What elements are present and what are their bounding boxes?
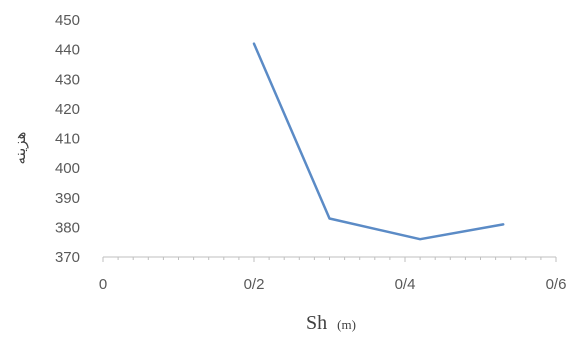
y-axis-ticks: 370 380 390 400 410 420 430 440 450 bbox=[55, 12, 80, 266]
series-layer bbox=[252, 42, 505, 241]
y-tick-label: 420 bbox=[55, 101, 80, 118]
x-tick-label: 0/6 bbox=[546, 276, 567, 293]
y-tick-label: 390 bbox=[55, 190, 80, 207]
y-tick-label: 440 bbox=[55, 42, 80, 59]
x-tick-label: 0/2 bbox=[244, 276, 265, 293]
y-tick-label: 430 bbox=[55, 71, 80, 88]
y-tick-label: 370 bbox=[55, 249, 80, 266]
x-axis-title: Sh (m) bbox=[306, 312, 356, 334]
x-tick-label: 0 bbox=[99, 276, 107, 293]
x-axis-ticks: 0 0/2 0/4 0/6 bbox=[99, 276, 567, 293]
y-tick-label: 450 bbox=[55, 12, 80, 29]
x-axis-title-unit: (m) bbox=[337, 317, 356, 332]
x-axis-title-text: Sh bbox=[306, 312, 327, 334]
x-tick-label: 0/4 bbox=[395, 276, 416, 293]
series-line bbox=[252, 42, 505, 241]
y-tick-label: 380 bbox=[55, 219, 80, 236]
y-axis-title: هزینه bbox=[13, 131, 29, 164]
x-axis-minor-ticks bbox=[102, 257, 557, 262]
x-axis bbox=[102, 256, 557, 262]
y-tick-label: 400 bbox=[55, 160, 80, 177]
y-tick-label: 410 bbox=[55, 131, 80, 148]
